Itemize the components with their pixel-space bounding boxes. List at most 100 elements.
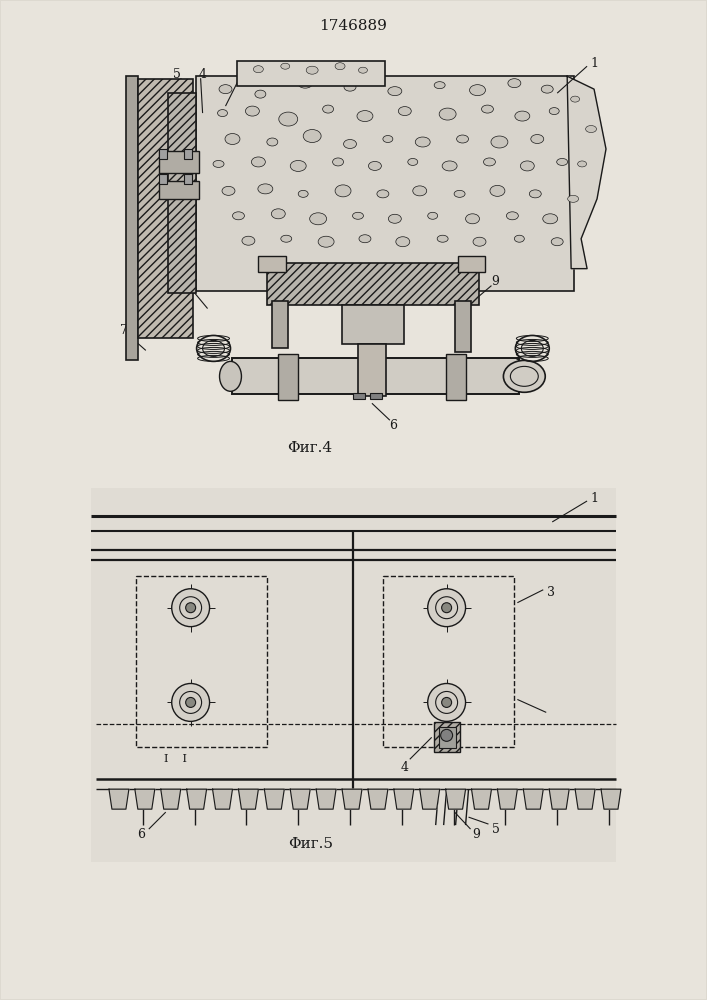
Ellipse shape — [520, 161, 534, 171]
Ellipse shape — [515, 235, 525, 242]
Bar — [238, 61, 385, 86]
Bar — [457, 256, 486, 272]
Bar — [258, 256, 286, 272]
Circle shape — [440, 729, 452, 741]
Ellipse shape — [344, 140, 356, 148]
Text: I    I: I I — [164, 754, 187, 764]
Ellipse shape — [368, 161, 381, 170]
Circle shape — [428, 589, 465, 627]
Ellipse shape — [491, 136, 508, 148]
Polygon shape — [549, 789, 569, 809]
Ellipse shape — [335, 63, 345, 70]
Ellipse shape — [503, 360, 545, 392]
Polygon shape — [394, 789, 414, 809]
Ellipse shape — [556, 158, 568, 165]
Ellipse shape — [303, 130, 321, 142]
Ellipse shape — [413, 186, 427, 196]
Ellipse shape — [245, 106, 259, 116]
Ellipse shape — [398, 107, 411, 116]
Ellipse shape — [281, 235, 292, 242]
Polygon shape — [498, 789, 518, 809]
Circle shape — [442, 697, 452, 707]
Polygon shape — [342, 789, 362, 809]
Ellipse shape — [506, 212, 518, 220]
Ellipse shape — [298, 78, 312, 88]
Ellipse shape — [233, 212, 245, 220]
Bar — [138, 79, 192, 338]
Text: 1: 1 — [590, 492, 598, 505]
Text: 12: 12 — [240, 66, 255, 79]
Text: Φиг.5: Φиг.5 — [288, 837, 333, 851]
Ellipse shape — [218, 110, 228, 117]
Ellipse shape — [335, 185, 351, 197]
Ellipse shape — [481, 105, 493, 113]
Ellipse shape — [571, 96, 580, 102]
Bar — [383, 576, 515, 747]
Ellipse shape — [543, 214, 558, 224]
Ellipse shape — [454, 190, 465, 197]
Ellipse shape — [291, 160, 306, 171]
Text: 9: 9 — [491, 275, 499, 288]
Ellipse shape — [396, 237, 410, 247]
Ellipse shape — [219, 85, 232, 94]
Ellipse shape — [437, 235, 448, 242]
Circle shape — [186, 603, 196, 613]
Ellipse shape — [222, 186, 235, 195]
Bar — [168, 93, 196, 293]
Ellipse shape — [344, 83, 356, 91]
Ellipse shape — [271, 209, 285, 219]
Bar — [126, 76, 138, 360]
Bar — [159, 151, 199, 173]
Polygon shape — [575, 789, 595, 809]
Ellipse shape — [220, 361, 242, 391]
Text: 4: 4 — [199, 68, 206, 81]
Ellipse shape — [549, 108, 559, 115]
Ellipse shape — [434, 82, 445, 89]
Ellipse shape — [279, 112, 298, 126]
Ellipse shape — [473, 237, 486, 246]
Ellipse shape — [298, 190, 308, 197]
Bar — [272, 301, 288, 348]
Ellipse shape — [359, 235, 371, 243]
Ellipse shape — [310, 213, 327, 225]
Bar — [358, 344, 386, 396]
Polygon shape — [135, 789, 155, 809]
Ellipse shape — [225, 134, 240, 144]
Ellipse shape — [353, 212, 363, 219]
Bar — [342, 305, 404, 344]
Bar — [433, 722, 460, 752]
Bar — [445, 354, 465, 400]
Polygon shape — [291, 789, 310, 809]
Bar — [159, 181, 199, 199]
Polygon shape — [213, 789, 233, 809]
Polygon shape — [238, 789, 258, 809]
Bar — [279, 354, 298, 400]
Polygon shape — [316, 789, 336, 809]
Bar — [184, 149, 192, 159]
Bar — [159, 174, 167, 184]
Circle shape — [428, 683, 465, 721]
Ellipse shape — [383, 136, 393, 142]
Ellipse shape — [531, 135, 544, 143]
Ellipse shape — [255, 90, 266, 98]
Bar — [370, 393, 382, 399]
Polygon shape — [187, 789, 206, 809]
Ellipse shape — [585, 126, 597, 133]
Ellipse shape — [442, 161, 457, 171]
Text: 3: 3 — [547, 586, 555, 599]
Ellipse shape — [377, 190, 389, 198]
Text: 1: 1 — [590, 57, 598, 70]
Bar — [196, 76, 574, 291]
Ellipse shape — [332, 158, 344, 166]
Text: 5: 5 — [493, 823, 501, 836]
Ellipse shape — [322, 105, 334, 113]
Circle shape — [442, 603, 452, 613]
Polygon shape — [445, 789, 465, 809]
Bar — [438, 727, 455, 748]
Bar — [353, 393, 365, 399]
Bar — [233, 358, 520, 394]
Polygon shape — [368, 789, 388, 809]
Bar — [136, 576, 267, 747]
Polygon shape — [567, 76, 606, 269]
Polygon shape — [264, 789, 284, 809]
